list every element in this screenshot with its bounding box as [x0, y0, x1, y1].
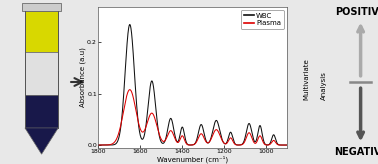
WBC [127, 23, 132, 25]
Line: WBC: WBC [98, 24, 287, 145]
Plasma [127, 89, 132, 91]
Plasma [177, 141, 181, 143]
Plasma [261, 141, 265, 143]
Plasma [96, 144, 101, 146]
Bar [25, 52, 58, 95]
Plasma [118, 128, 122, 130]
Bar [25, 11, 58, 52]
Text: NEGATIVE: NEGATIVE [334, 147, 378, 157]
Plasma [285, 144, 290, 146]
WBC [96, 144, 101, 146]
WBC [118, 132, 122, 134]
WBC [285, 144, 290, 146]
Legend: WBC, Plasma: WBC, Plasma [241, 10, 284, 29]
Plasma [169, 130, 173, 132]
Line: Plasma: Plasma [98, 90, 287, 145]
Polygon shape [25, 128, 58, 154]
Bar [25, 95, 58, 128]
WBC [177, 138, 181, 140]
Text: POSITIVE: POSITIVE [335, 7, 378, 17]
X-axis label: Wavenumber (cm⁻¹): Wavenumber (cm⁻¹) [157, 155, 228, 163]
WBC [281, 144, 286, 146]
WBC [261, 138, 265, 140]
Plasma [129, 90, 133, 92]
WBC [169, 117, 173, 119]
Text: Analysis: Analysis [321, 71, 327, 100]
Bar [22, 3, 61, 11]
Y-axis label: Absorbance (a.u): Absorbance (a.u) [79, 47, 86, 107]
WBC [129, 28, 133, 30]
Plasma [281, 144, 286, 146]
Text: Multivariate: Multivariate [304, 58, 310, 100]
